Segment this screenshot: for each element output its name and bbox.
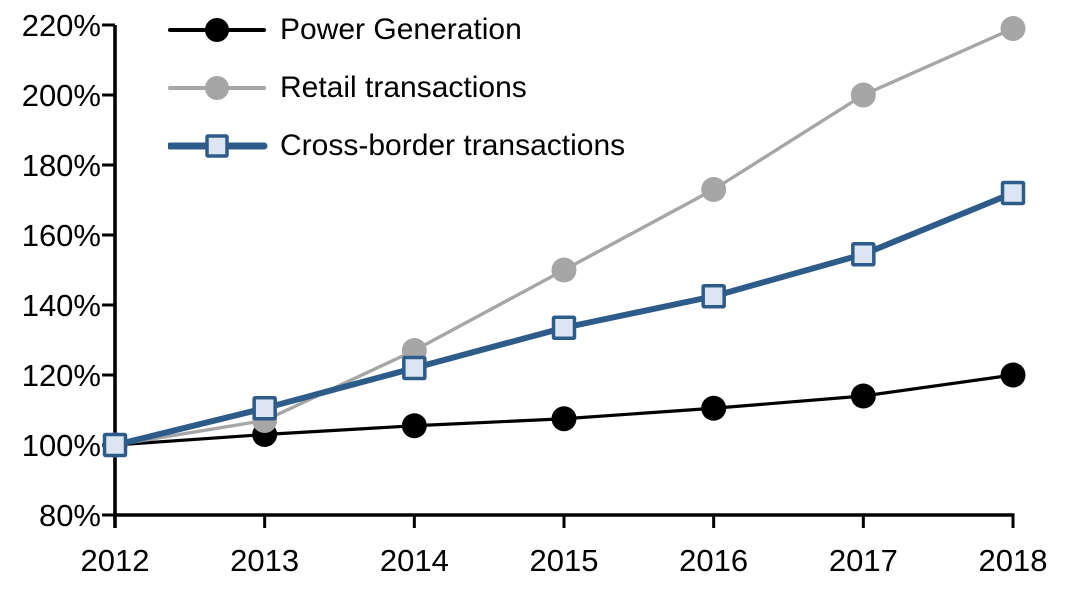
x-axis-label: 2016 bbox=[679, 543, 748, 578]
data-point-circle-marker bbox=[1000, 362, 1026, 388]
x-axis-label: 2013 bbox=[230, 543, 299, 578]
data-point-circle-marker bbox=[205, 76, 229, 100]
data-point-square-marker bbox=[551, 315, 577, 340]
y-axis-label: 120% bbox=[22, 358, 101, 393]
data-point-square-marker bbox=[252, 396, 277, 421]
y-axis-label: 180% bbox=[22, 148, 101, 183]
legend: Power Generation Retail transactions Cro… bbox=[168, 1, 625, 175]
legend-label-retail-transactions: Retail transactions bbox=[280, 71, 527, 104]
data-point-square-marker bbox=[851, 242, 876, 267]
y-axis-label: 200% bbox=[22, 78, 101, 113]
legend-item-cross-border-transactions: Cross-border transactions bbox=[168, 117, 625, 175]
y-axis-label: 80% bbox=[39, 498, 101, 533]
legend-label-cross-border-transactions: Cross-border transactions bbox=[280, 129, 626, 162]
data-point-circle-marker bbox=[205, 18, 229, 42]
data-point-circle-marker bbox=[701, 395, 727, 421]
legend-item-retail-transactions: Retail transactions bbox=[168, 59, 625, 117]
legend-item-power-generation: Power Generation bbox=[168, 1, 625, 59]
data-point-square-marker bbox=[205, 134, 229, 158]
y-axis-label: 100% bbox=[22, 428, 101, 463]
data-point-square-marker bbox=[402, 355, 427, 381]
y-axis-label: 160% bbox=[22, 218, 101, 253]
data-point-circle-marker bbox=[850, 383, 876, 409]
series-cross-border-transactions bbox=[102, 180, 1026, 458]
legend-swatch-retail-transactions-icon bbox=[168, 76, 266, 100]
y-axis-label: 140% bbox=[22, 288, 101, 323]
legend-swatch-cross-border-transactions-icon bbox=[168, 134, 268, 158]
data-point-circle-marker bbox=[850, 82, 876, 108]
series-power-generation bbox=[102, 362, 1026, 458]
data-point-circle-marker bbox=[401, 413, 427, 439]
data-point-square-marker bbox=[102, 432, 128, 458]
y-axis-label: 220% bbox=[22, 8, 101, 43]
legend-swatch-power-generation-icon bbox=[168, 18, 266, 42]
x-axis-label: 2018 bbox=[979, 543, 1048, 578]
x-axis-label: 2012 bbox=[81, 543, 150, 578]
data-point-square-marker bbox=[1000, 180, 1026, 206]
data-point-circle-marker bbox=[551, 406, 577, 432]
x-axis-label: 2015 bbox=[530, 543, 599, 578]
legend-label-power-generation: Power Generation bbox=[280, 13, 522, 46]
data-point-circle-marker bbox=[701, 177, 727, 202]
data-point-square-marker bbox=[701, 284, 726, 309]
data-point-circle-marker bbox=[551, 257, 577, 283]
x-axis-label: 2017 bbox=[829, 543, 898, 578]
x-axis-label: 2014 bbox=[380, 543, 449, 578]
data-point-circle-marker bbox=[1000, 16, 1026, 41]
